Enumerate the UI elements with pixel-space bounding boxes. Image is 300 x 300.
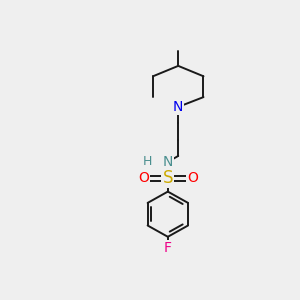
Text: O: O (138, 171, 149, 185)
Text: S: S (163, 169, 173, 187)
Text: O: O (187, 171, 198, 185)
Text: N: N (163, 155, 173, 169)
Text: H: H (142, 155, 152, 168)
Text: N: N (173, 100, 183, 114)
Text: F: F (164, 241, 172, 255)
